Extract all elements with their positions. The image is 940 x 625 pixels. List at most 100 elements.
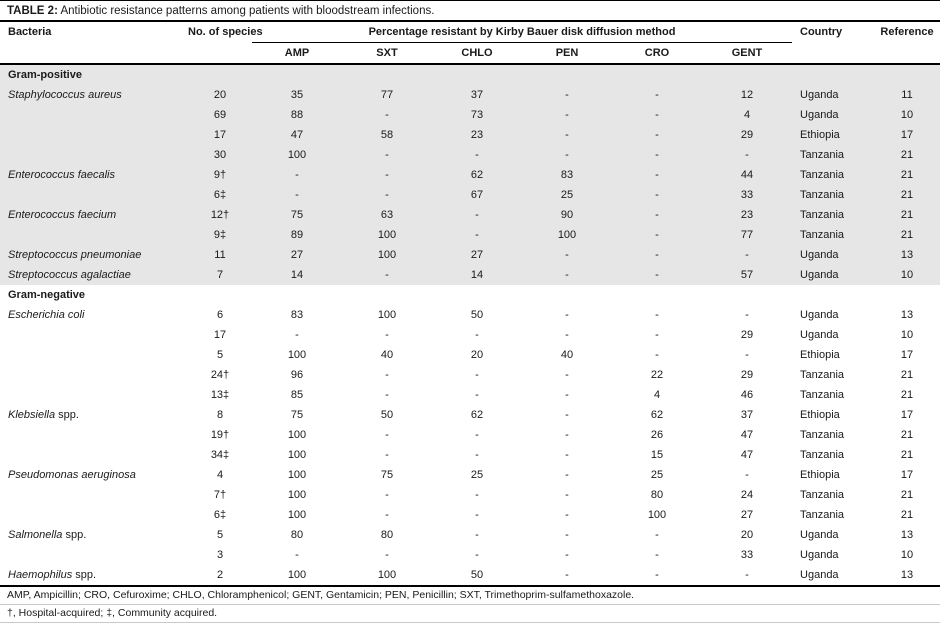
bacteria-name-cell: [0, 425, 188, 445]
resistance-value-gent: -: [745, 149, 749, 161]
country-cell: Tanzania: [800, 149, 845, 161]
reference-cell: 21: [900, 449, 914, 461]
resistance-value-pen: 40: [560, 349, 574, 361]
resistance-value-cro: -: [655, 209, 659, 221]
reference-cell: 21: [900, 189, 914, 201]
column-header-antibiotic-cro: CRO: [644, 47, 670, 59]
bacteria-name-cell: Pseudomonas aeruginosa: [0, 465, 188, 485]
species-count-cell: 34‡: [210, 449, 230, 461]
column-header-method-group: Percentage resistant by Kirby Bauer disk…: [252, 21, 793, 43]
resistance-value-amp: -: [295, 329, 299, 341]
species-count-cell: 17: [213, 329, 227, 341]
resistance-value-cro: -: [655, 349, 659, 361]
resistance-value-chlo: -: [475, 429, 479, 441]
resistance-value-sxt: -: [385, 449, 389, 461]
resistance-value-chlo: 62: [470, 409, 484, 421]
bacteria-name-cell: Escherichia coli: [0, 305, 188, 325]
resistance-value-sxt: 100: [377, 309, 397, 321]
resistance-value-cro: 15: [650, 449, 664, 461]
country-cell: Uganda: [800, 89, 839, 101]
reference-cell: 17: [900, 349, 914, 361]
bacteria-name-cell: [0, 505, 188, 525]
resistance-value-cro: 22: [650, 369, 664, 381]
resistance-table: Bacteria No. of species Percentage resis…: [0, 20, 940, 587]
resistance-value-cro: 62: [650, 409, 664, 421]
resistance-value-amp: -: [295, 189, 299, 201]
reference-cell: 13: [900, 249, 914, 261]
table-row: Enterococcus faecalis 9† - - 62 83 - 44 Tanzania…: [0, 165, 940, 185]
resistance-value-amp: -: [295, 549, 299, 561]
table-row: 5 100 40 20 40 - - Ethiopia 17: [0, 345, 940, 365]
country-cell: Tanzania: [800, 229, 845, 241]
resistance-value-sxt: 100: [377, 569, 397, 581]
country-cell: Uganda: [800, 269, 839, 281]
table-row: 34‡ 100 - - - 15 47 Tanzania 21: [0, 445, 940, 465]
table-row: Staphylococcus aureus 20 35 77 37 - - 12 Uganda 1…: [0, 85, 940, 105]
resistance-value-sxt: -: [385, 389, 389, 401]
species-count-cell: 69: [213, 109, 227, 121]
resistance-value-pen: -: [565, 489, 569, 501]
reference-cell: 13: [900, 569, 914, 581]
resistance-value-gent: 20: [740, 529, 754, 541]
species-count-cell: 6‡: [213, 509, 227, 521]
resistance-value-sxt: 100: [377, 229, 397, 241]
reference-cell: 13: [900, 309, 914, 321]
bacteria-name-cell: [0, 325, 188, 345]
table-row: 69 88 - 73 - - 4 Uganda 10: [0, 105, 940, 125]
resistance-value-amp: 85: [290, 389, 304, 401]
resistance-value-chlo: -: [475, 549, 479, 561]
table-row: Streptococcus agalactiae 7 14 - 14 - - 57 Uganda…: [0, 265, 940, 285]
resistance-value-chlo: 14: [470, 269, 484, 281]
resistance-value-pen: 83: [560, 169, 574, 181]
species-count-cell: 9†: [213, 169, 227, 181]
resistance-value-cro: -: [655, 329, 659, 341]
column-header-country: Country: [800, 26, 843, 38]
bacteria-name-cell: Streptococcus agalactiae: [0, 265, 188, 285]
bacteria-genus-species: Pseudomonas aeruginosa: [8, 469, 136, 481]
species-count-cell: 20: [213, 89, 227, 101]
reference-cell: 21: [900, 389, 914, 401]
resistance-value-sxt: -: [385, 109, 389, 121]
resistance-value-chlo: 37: [470, 89, 484, 101]
resistance-value-gent: -: [745, 569, 749, 581]
bacteria-genus-species: Enterococcus faecium: [8, 209, 117, 221]
table-title: TABLE 2: Antibiotic resistance patterns …: [0, 1, 940, 20]
reference-cell: 21: [900, 229, 914, 241]
resistance-value-cro: -: [655, 229, 659, 241]
reference-cell: 10: [900, 109, 914, 121]
resistance-value-gent: 29: [740, 369, 754, 381]
table-row: Salmonella spp. 5 80 80 - - - 20 Uganda 13: [0, 525, 940, 545]
resistance-value-gent: 4: [743, 109, 751, 121]
resistance-value-amp: 100: [287, 489, 307, 501]
country-cell: Tanzania: [800, 449, 845, 461]
table-row: 3 - - - - - 33 Uganda 10: [0, 545, 940, 565]
table-row: 6‡ 100 - - - 100 27 Tanzania 21: [0, 505, 940, 525]
resistance-value-gent: 27: [740, 509, 754, 521]
resistance-value-gent: 46: [740, 389, 754, 401]
resistance-value-sxt: 50: [380, 409, 394, 421]
footnotes: AMP, Ampicillin; CRO, Cefuroxime; CHLO, …: [0, 587, 940, 623]
resistance-value-chlo: 73: [470, 109, 484, 121]
bacteria-name-cell: [0, 485, 188, 505]
footnote-symbols: †, Hospital-acquired; ‡, Community acqui…: [0, 605, 940, 623]
bacteria-name-cell: [0, 385, 188, 405]
column-header-reference: Reference: [880, 26, 934, 38]
resistance-value-gent: -: [745, 469, 749, 481]
species-count-cell: 12†: [210, 209, 230, 221]
resistance-value-chlo: -: [475, 149, 479, 161]
resistance-value-sxt: 100: [377, 249, 397, 261]
resistance-value-cro: -: [655, 189, 659, 201]
section-header-row: Gram-negative: [0, 285, 940, 305]
bacteria-name-cell: [0, 545, 188, 565]
table-header: Bacteria No. of species Percentage resis…: [0, 21, 940, 64]
resistance-value-gent: 57: [740, 269, 754, 281]
resistance-value-cro: -: [655, 169, 659, 181]
resistance-value-pen: -: [565, 249, 569, 261]
resistance-value-cro: -: [655, 309, 659, 321]
resistance-value-chlo: -: [475, 389, 479, 401]
species-count-cell: 13‡: [210, 389, 230, 401]
resistance-value-chlo: -: [475, 529, 479, 541]
bacteria-genus-species: Escherichia coli: [8, 309, 85, 321]
resistance-value-sxt: -: [385, 549, 389, 561]
country-cell: Tanzania: [800, 489, 845, 501]
